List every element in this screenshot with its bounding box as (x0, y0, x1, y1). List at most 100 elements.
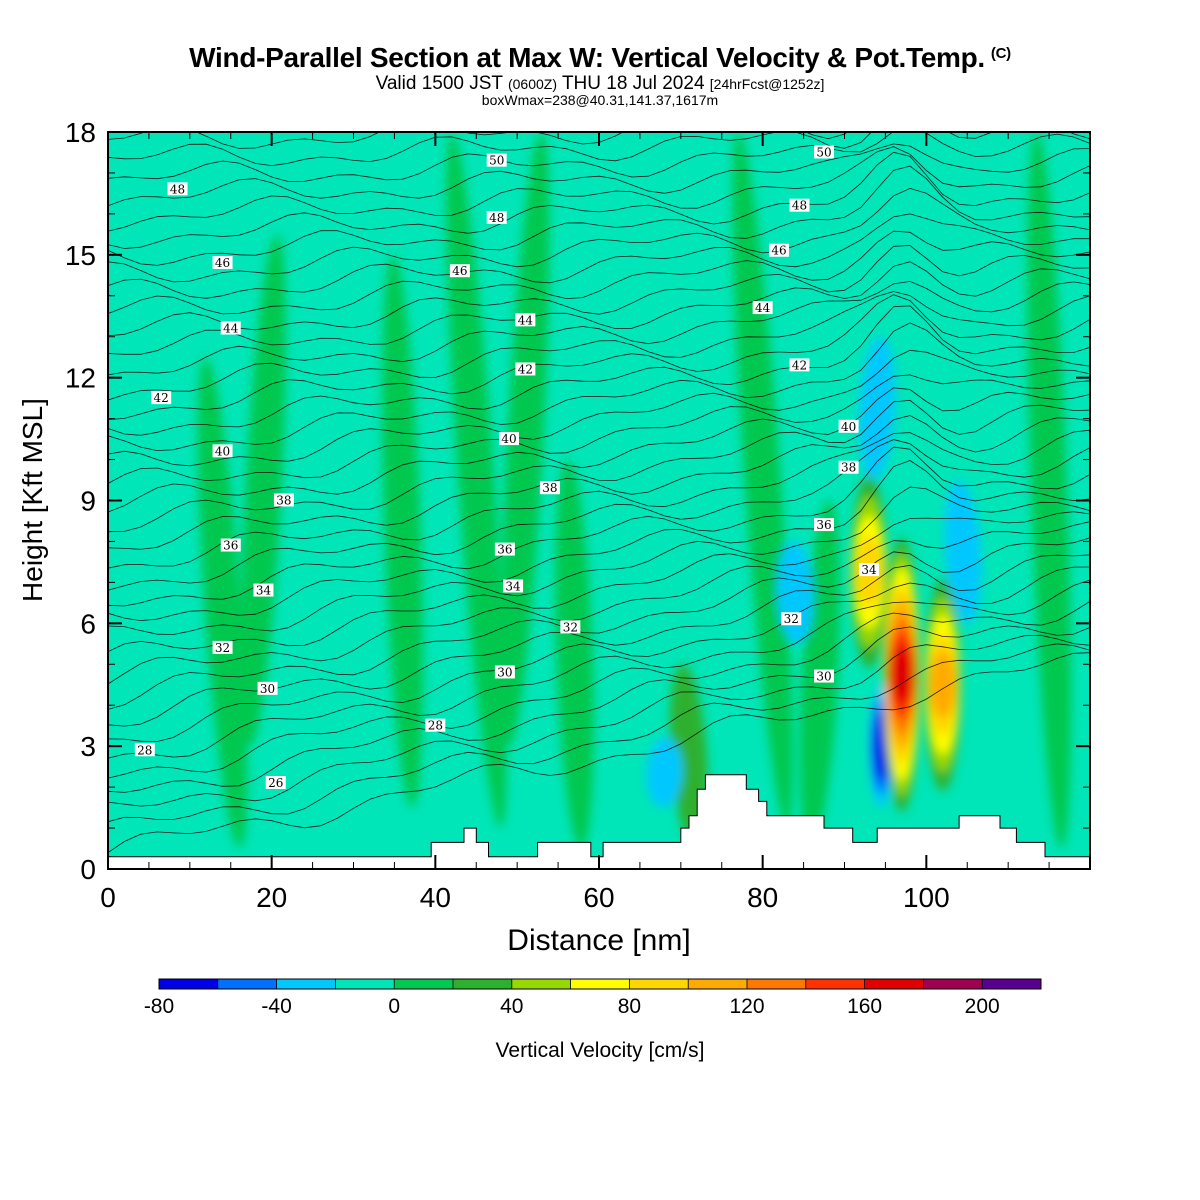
theta-contour-line (108, 374, 1090, 484)
forecast-info: [24hrFcst@1252z] (709, 76, 825, 92)
theta-label: 32 (560, 620, 581, 634)
theta-label: 40 (498, 432, 519, 446)
theta-label: 46 (769, 243, 790, 258)
theta-label: 28 (425, 718, 446, 733)
x-tick-label: 80 (747, 882, 778, 913)
theta-contour-line (108, 521, 1090, 685)
theta-label: 40 (212, 444, 233, 458)
theta-label: 48 (167, 182, 188, 196)
svg-text:40: 40 (501, 432, 516, 446)
valid-date: THU 18 Jul 2024 (561, 73, 705, 94)
theta-label: 38 (273, 493, 294, 508)
svg-text:40: 40 (841, 420, 856, 434)
colorbar-label: Vertical Velocity [cm/s] (496, 1039, 705, 1062)
theta-label: 28 (134, 743, 155, 757)
theta-contour-line (108, 439, 1090, 591)
theta-contour-line (108, 601, 1090, 779)
svg-text:40: 40 (215, 444, 230, 458)
title-text: Wind-Parallel Section at Max W: Vertical… (189, 42, 985, 73)
theta-label: 34 (253, 583, 274, 598)
svg-text:38: 38 (841, 461, 856, 475)
theta-contour-line (108, 446, 1090, 607)
valid-prefix: Valid 1500 JST (375, 73, 503, 94)
svg-text:36: 36 (816, 518, 831, 532)
downdraft-band (944, 480, 982, 624)
theta-label: 40 (838, 419, 859, 434)
downdraft-band (646, 738, 683, 808)
colorbar-swatch (453, 979, 513, 989)
theta-contour-line (108, 387, 1090, 513)
theta-contour-line (108, 486, 1090, 635)
theta-label: 44 (752, 301, 773, 315)
svg-text:50: 50 (816, 145, 831, 159)
x-tick-label: 20 (256, 882, 287, 913)
svg-text:32: 32 (563, 620, 578, 634)
y-tick-label: 12 (65, 363, 96, 394)
theta-label: 44 (220, 321, 241, 336)
theta-contour-line (108, 280, 1090, 376)
theta-label: 42 (789, 358, 810, 372)
theta-contour-line (108, 566, 1090, 743)
theta-label: 48 (486, 210, 507, 225)
svg-text:44: 44 (755, 301, 771, 315)
svg-text:28: 28 (428, 719, 443, 733)
theta-label: 32 (781, 612, 802, 626)
theta-contour-line (108, 634, 1090, 807)
theta-contour-line (108, 213, 1090, 299)
svg-text:42: 42 (792, 358, 807, 372)
theta-contour-line (108, 537, 1090, 710)
updraft-band (382, 255, 424, 808)
colorbar-tick-label: -80 (144, 995, 174, 1018)
theta-contour-line (108, 415, 1090, 550)
theta-contour-line (108, 230, 1090, 315)
theta-label: 44 (515, 313, 536, 327)
svg-text:36: 36 (497, 543, 512, 557)
box-info: boxWmax=238@40.31,141.37,1617m (481, 92, 719, 108)
theta-contour-line (108, 165, 1090, 266)
svg-text:30: 30 (260, 682, 275, 696)
y-tick-label: 3 (80, 731, 96, 762)
x-tick-label: 100 (903, 882, 950, 913)
updraft-band (1027, 132, 1071, 849)
updraft-core-ring (929, 651, 956, 718)
theta-contour-line (108, 305, 1090, 436)
svg-text:48: 48 (489, 211, 504, 225)
colorbar-swatch (747, 979, 807, 989)
svg-text:30: 30 (497, 665, 512, 679)
theta-label: 30 (494, 665, 515, 679)
svg-text:46: 46 (215, 256, 230, 270)
colorbar-tick-label: 0 (388, 995, 400, 1018)
svg-text:48: 48 (792, 199, 807, 213)
valid-utc: (0600Z) (507, 76, 557, 92)
theta-label: 46 (212, 256, 233, 270)
theta-label: 34 (503, 579, 524, 593)
valid-time-line: Valid 1500 JST (0600Z) THU 18 Jul 2024 [… (0, 73, 1200, 95)
theta-contour-line (108, 579, 1090, 759)
svg-text:48: 48 (170, 182, 185, 196)
theta-contour-line (108, 143, 1090, 207)
theta-contour-line (108, 349, 1090, 467)
theta-label: 42 (151, 391, 172, 405)
svg-text:30: 30 (816, 670, 831, 684)
theta-label: 50 (814, 145, 835, 159)
colorbar-swatch (982, 979, 1042, 989)
updraft-band (555, 459, 594, 849)
updraft-band (732, 132, 793, 828)
svg-text:32: 32 (215, 641, 230, 655)
theta-contour-line (108, 643, 1090, 823)
colorbar-swatch (511, 979, 572, 989)
theta-contour-line (108, 146, 1090, 232)
svg-text:42: 42 (518, 362, 533, 376)
theta-contour-line (108, 245, 1090, 337)
svg-text:34: 34 (505, 579, 521, 593)
colorbar-tick-label: 120 (729, 995, 764, 1018)
colorbar-swatch (805, 979, 866, 989)
chart-title: Wind-Parallel Section at Max W: Vertical… (0, 42, 1200, 74)
theta-label: 42 (515, 362, 536, 376)
theta-contour-line (108, 187, 1090, 283)
colorbar-tick-label: 80 (618, 995, 641, 1018)
colorbar-tick-label: 160 (847, 995, 882, 1018)
y-tick-label: 9 (80, 486, 96, 517)
colorbar-swatch (629, 979, 689, 989)
